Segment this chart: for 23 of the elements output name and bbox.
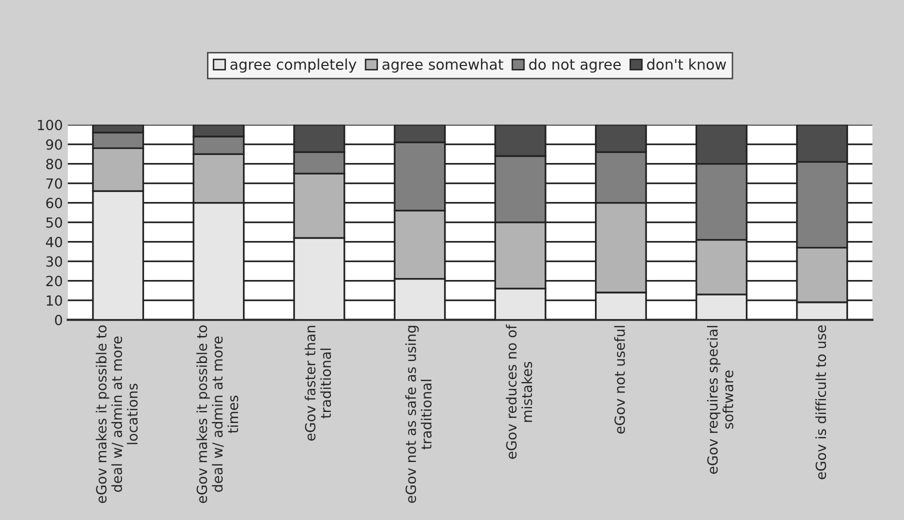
y-tick-label: 50 <box>46 217 62 228</box>
y-tick-label: 40 <box>46 236 62 248</box>
x-tick-label: eGov makes it possible to deal w/ admin at more locations <box>96 325 138 504</box>
y-tick-label: 30 <box>46 256 62 267</box>
x-tick-label: eGov not as safe as using traditional <box>405 326 432 503</box>
legend-label: agree somewhat <box>382 58 504 73</box>
x-tick-label: eGov requires special software <box>707 326 734 474</box>
y-tick-label: 10 <box>46 295 62 306</box>
x-tick-label: eGov reduces no of mistakes <box>506 324 532 459</box>
legend-label: agree completely <box>230 58 356 73</box>
y-tick-label: 70 <box>46 178 62 189</box>
x-tick-label: eGov is difficult to use <box>815 325 826 480</box>
y-tick-label: 90 <box>46 139 62 150</box>
y-tick-label: 80 <box>46 158 62 170</box>
y-tick-label: 20 <box>46 276 62 286</box>
y-tick-label: 0 <box>55 314 62 326</box>
legend-label: don't know <box>647 58 726 70</box>
y-tick-label: 100 <box>38 120 62 130</box>
x-tick-label: eGov not useful <box>614 326 625 434</box>
legend-label: do not agree <box>529 58 621 73</box>
x-tick-label: eGov faster than traditional <box>304 326 332 441</box>
x-tick-label: eGov makes it possible to deal w/ admin at more times <box>196 325 238 504</box>
y-tick-label: 60 <box>46 198 62 208</box>
